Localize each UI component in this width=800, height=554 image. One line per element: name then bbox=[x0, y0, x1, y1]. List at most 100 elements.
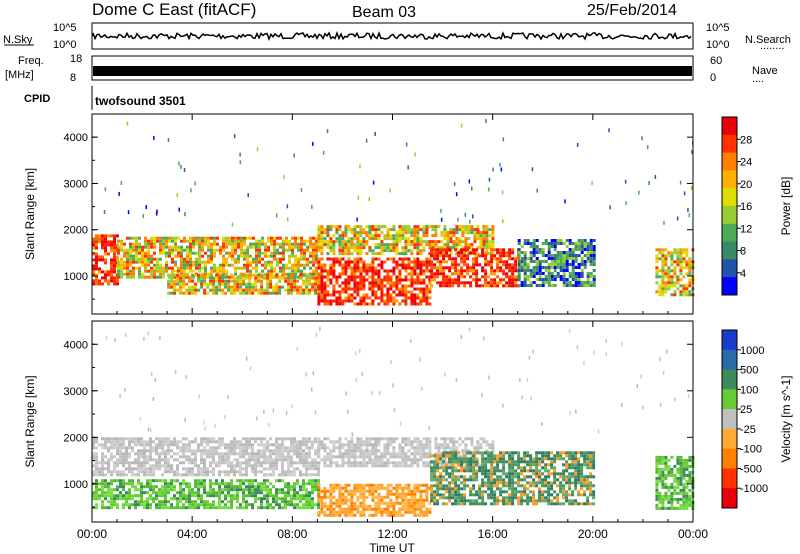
heatmap-cell bbox=[158, 437, 161, 441]
heatmap-cell bbox=[676, 248, 680, 252]
heatmap-cell bbox=[386, 296, 390, 300]
heatmap-cell bbox=[422, 498, 426, 502]
heatmap-cell bbox=[200, 503, 203, 507]
heatmap-cell bbox=[410, 440, 414, 444]
heatmap-cell bbox=[116, 449, 119, 453]
heatmap-cell bbox=[592, 269, 596, 272]
heatmap-cell bbox=[359, 443, 363, 447]
heatmap-cell bbox=[673, 272, 677, 276]
heatmap-cell bbox=[433, 251, 437, 255]
heatmap-cell bbox=[589, 272, 593, 275]
heatmap-cell bbox=[131, 449, 134, 453]
heatmap-cell bbox=[413, 237, 417, 241]
heatmap-cell bbox=[173, 485, 176, 489]
heatmap-cell bbox=[356, 449, 360, 453]
heatmap-cell bbox=[146, 485, 149, 489]
heatmap-cell bbox=[251, 470, 254, 474]
heatmap-cell bbox=[481, 284, 485, 288]
heatmap-cell bbox=[664, 257, 668, 261]
heatmap-cell bbox=[131, 473, 134, 477]
heatmap-cell bbox=[284, 506, 287, 510]
heatmap-cell bbox=[449, 237, 453, 241]
heatmap-cell bbox=[234, 248, 237, 252]
heatmap-cell bbox=[326, 455, 330, 459]
heatmap-cell bbox=[338, 302, 342, 306]
heatmap-cell bbox=[293, 470, 296, 474]
heatmap-cell bbox=[239, 440, 242, 444]
heatmap-cell bbox=[464, 246, 468, 250]
heatmap-cell bbox=[161, 485, 164, 489]
heatmap-cell bbox=[457, 484, 461, 488]
heatmap-cell bbox=[234, 251, 237, 255]
heatmap-cell bbox=[171, 239, 174, 243]
heatmap-cell bbox=[248, 491, 251, 495]
heatmap-cell bbox=[149, 467, 152, 471]
heatmap-cell bbox=[377, 458, 381, 462]
heatmap-cell bbox=[167, 488, 170, 492]
heatmap-cell bbox=[380, 266, 384, 270]
heatmap-cell bbox=[261, 263, 264, 267]
heatmap-cell bbox=[359, 281, 363, 285]
heatmap-cell bbox=[452, 240, 456, 244]
heatmap-cell bbox=[207, 239, 210, 243]
heatmap-cell bbox=[164, 440, 167, 444]
heatmap-cell bbox=[404, 290, 408, 294]
heatmap-cell bbox=[245, 461, 248, 465]
heatmap-cell bbox=[239, 506, 242, 510]
heatmap-cell bbox=[221, 458, 224, 462]
heatmap-cell bbox=[143, 461, 146, 465]
heatmap-cell bbox=[365, 446, 369, 450]
heatmap-cell bbox=[344, 234, 348, 238]
heatmap-cell bbox=[209, 485, 212, 489]
heatmap-cell bbox=[275, 443, 278, 447]
heatmap-cell bbox=[140, 500, 143, 504]
scatter-mark bbox=[679, 180, 682, 185]
heatmap-cell bbox=[218, 488, 221, 492]
heatmap-cell bbox=[460, 275, 464, 279]
heatmap-cell bbox=[257, 497, 260, 501]
heatmap-cell bbox=[362, 231, 366, 235]
heatmap-cell bbox=[230, 479, 233, 483]
heatmap-cell bbox=[164, 464, 167, 468]
heatmap-cell bbox=[128, 446, 131, 450]
heatmap-cell bbox=[167, 273, 171, 277]
heatmap-cell bbox=[210, 236, 213, 240]
heatmap-cell bbox=[404, 498, 408, 502]
heatmap-cell bbox=[499, 260, 503, 264]
heatmap-cell bbox=[227, 282, 231, 286]
heatmap-cell bbox=[320, 249, 324, 253]
heatmap-cell bbox=[430, 460, 434, 464]
heatmap-cell bbox=[398, 302, 402, 306]
heatmap-cell bbox=[398, 446, 402, 450]
heatmap-cell bbox=[299, 500, 302, 504]
heatmap-cell bbox=[228, 254, 231, 258]
heatmap-cell bbox=[239, 464, 242, 468]
heatmap-cell bbox=[496, 248, 500, 252]
heatmap-cell bbox=[380, 284, 384, 288]
heatmap-cell bbox=[320, 231, 324, 235]
heatmap-cell bbox=[479, 243, 483, 247]
heatmap-cell bbox=[252, 260, 255, 264]
heatmap-cell bbox=[431, 246, 435, 250]
heatmap-cell bbox=[272, 443, 275, 447]
heatmap-cell bbox=[445, 278, 449, 282]
heatmap-cell bbox=[473, 234, 477, 238]
heatmap-cell bbox=[425, 464, 429, 468]
heatmap-cell bbox=[383, 486, 387, 490]
heatmap-cell bbox=[225, 239, 228, 243]
heatmap-cell bbox=[297, 263, 300, 267]
heatmap-cell bbox=[231, 242, 234, 246]
heatmap-cell bbox=[320, 243, 324, 247]
heatmap-cell bbox=[589, 257, 593, 260]
heatmap-cell bbox=[431, 243, 435, 247]
heatmap-cell bbox=[685, 266, 689, 270]
heatmap-cell bbox=[511, 269, 515, 273]
heatmap-cell bbox=[439, 454, 443, 458]
scatter-mark bbox=[312, 141, 314, 146]
heatmap-cell bbox=[92, 470, 95, 474]
heatmap-cell bbox=[398, 483, 402, 487]
heatmap-cell bbox=[398, 234, 402, 238]
heatmap-cell bbox=[407, 504, 411, 508]
heatmap-cell bbox=[146, 491, 149, 495]
heatmap-cell bbox=[92, 258, 95, 262]
